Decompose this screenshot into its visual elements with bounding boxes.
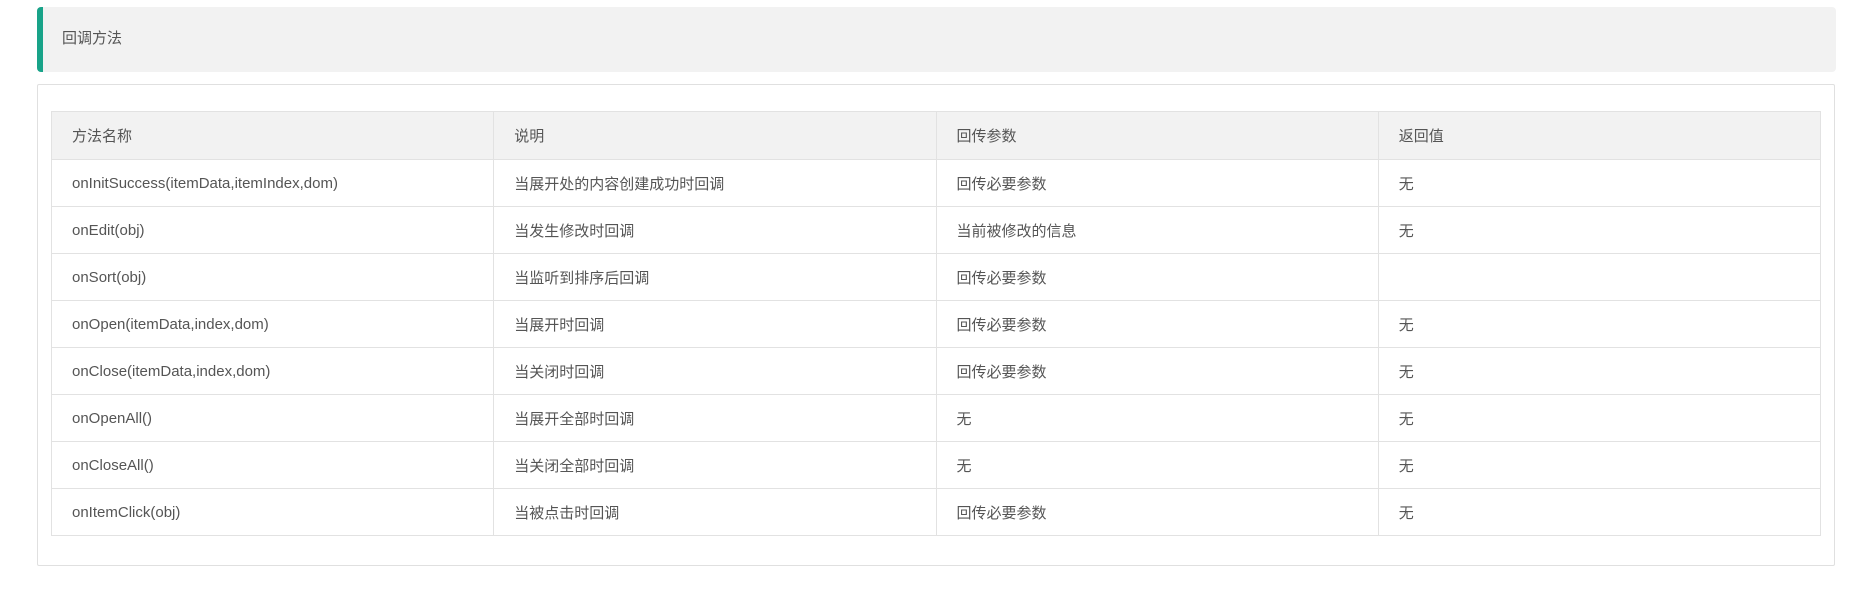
cell-return-value: 无 [1377,300,1822,348]
cell-description: 当关闭时回调 [493,347,937,395]
table-row: onItemClick(obj) 当被点击时回调 回传必要参数 无 [50,488,1822,536]
cell-description: 当发生修改时回调 [493,206,937,254]
cell-callback-params: 回传必要参数 [935,253,1379,301]
cell-description: 当展开时回调 [493,300,937,348]
cell-method-name: onClose(itemData,index,dom) [50,347,495,395]
callback-methods-table: 方法名称 说明 回传参数 返回值 onInitSuccess(itemData,… [50,111,1822,536]
cell-callback-params: 无 [935,441,1379,489]
cell-description: 当关闭全部时回调 [493,441,937,489]
content-card: 方法名称 说明 回传参数 返回值 onInitSuccess(itemData,… [37,84,1835,566]
cell-callback-params: 当前被修改的信息 [935,206,1379,254]
cell-callback-params: 无 [935,394,1379,442]
cell-return-value: 无 [1377,488,1822,536]
cell-return-value: 无 [1377,206,1822,254]
cell-method-name: onEdit(obj) [50,206,495,254]
cell-callback-params: 回传必要参数 [935,347,1379,395]
table-row: onCloseAll() 当关闭全部时回调 无 无 [50,441,1822,489]
cell-callback-params: 回传必要参数 [935,159,1379,207]
cell-description: 当被点击时回调 [493,488,937,536]
section-header-banner: 回调方法 [37,7,1836,72]
cell-return-value [1377,253,1822,301]
table-row: onInitSuccess(itemData,itemIndex,dom) 当展… [50,159,1822,207]
column-header-callback-params: 回传参数 [935,111,1379,160]
table-row: onEdit(obj) 当发生修改时回调 当前被修改的信息 无 [50,206,1822,254]
column-header-description: 说明 [493,111,937,160]
column-header-method-name: 方法名称 [50,111,495,160]
table-row: onOpenAll() 当展开全部时回调 无 无 [50,394,1822,442]
cell-callback-params: 回传必要参数 [935,300,1379,348]
cell-method-name: onInitSuccess(itemData,itemIndex,dom) [50,159,495,207]
cell-return-value: 无 [1377,347,1822,395]
cell-description: 当监听到排序后回调 [493,253,937,301]
cell-method-name: onOpen(itemData,index,dom) [50,300,495,348]
table-header-row: 方法名称 说明 回传参数 返回值 [50,111,1822,160]
cell-method-name: onOpenAll() [50,394,495,442]
cell-return-value: 无 [1377,159,1822,207]
accent-bar [37,7,43,72]
table-row: onOpen(itemData,index,dom) 当展开时回调 回传必要参数… [50,300,1822,348]
cell-return-value: 无 [1377,394,1822,442]
table-row: onSort(obj) 当监听到排序后回调 回传必要参数 [50,253,1822,301]
column-header-return-value: 返回值 [1377,111,1822,160]
cell-description: 当展开处的内容创建成功时回调 [493,159,937,207]
section-title: 回调方法 [62,30,123,47]
cell-method-name: onItemClick(obj) [50,488,495,536]
table-row: onClose(itemData,index,dom) 当关闭时回调 回传必要参… [50,347,1822,395]
cell-callback-params: 回传必要参数 [935,488,1379,536]
cell-method-name: onSort(obj) [50,253,495,301]
cell-method-name: onCloseAll() [50,441,495,489]
cell-return-value: 无 [1377,441,1822,489]
cell-description: 当展开全部时回调 [493,394,937,442]
